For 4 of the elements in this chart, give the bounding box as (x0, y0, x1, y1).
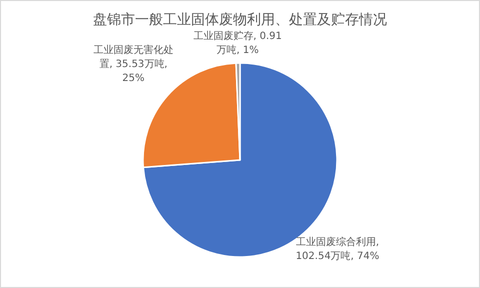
slice-label: 工业固废无害化处置, 35.53万吨, 25% (92, 44, 174, 86)
slice-label: 工业固废综合利用, 102.54万吨, 74% (295, 236, 380, 264)
slice-label: 工业固废贮存, 0.91万吨, 1% (192, 30, 283, 58)
chart-title: 盘锦市一般工业固体废物利用、处置及贮存情况 (93, 12, 387, 28)
